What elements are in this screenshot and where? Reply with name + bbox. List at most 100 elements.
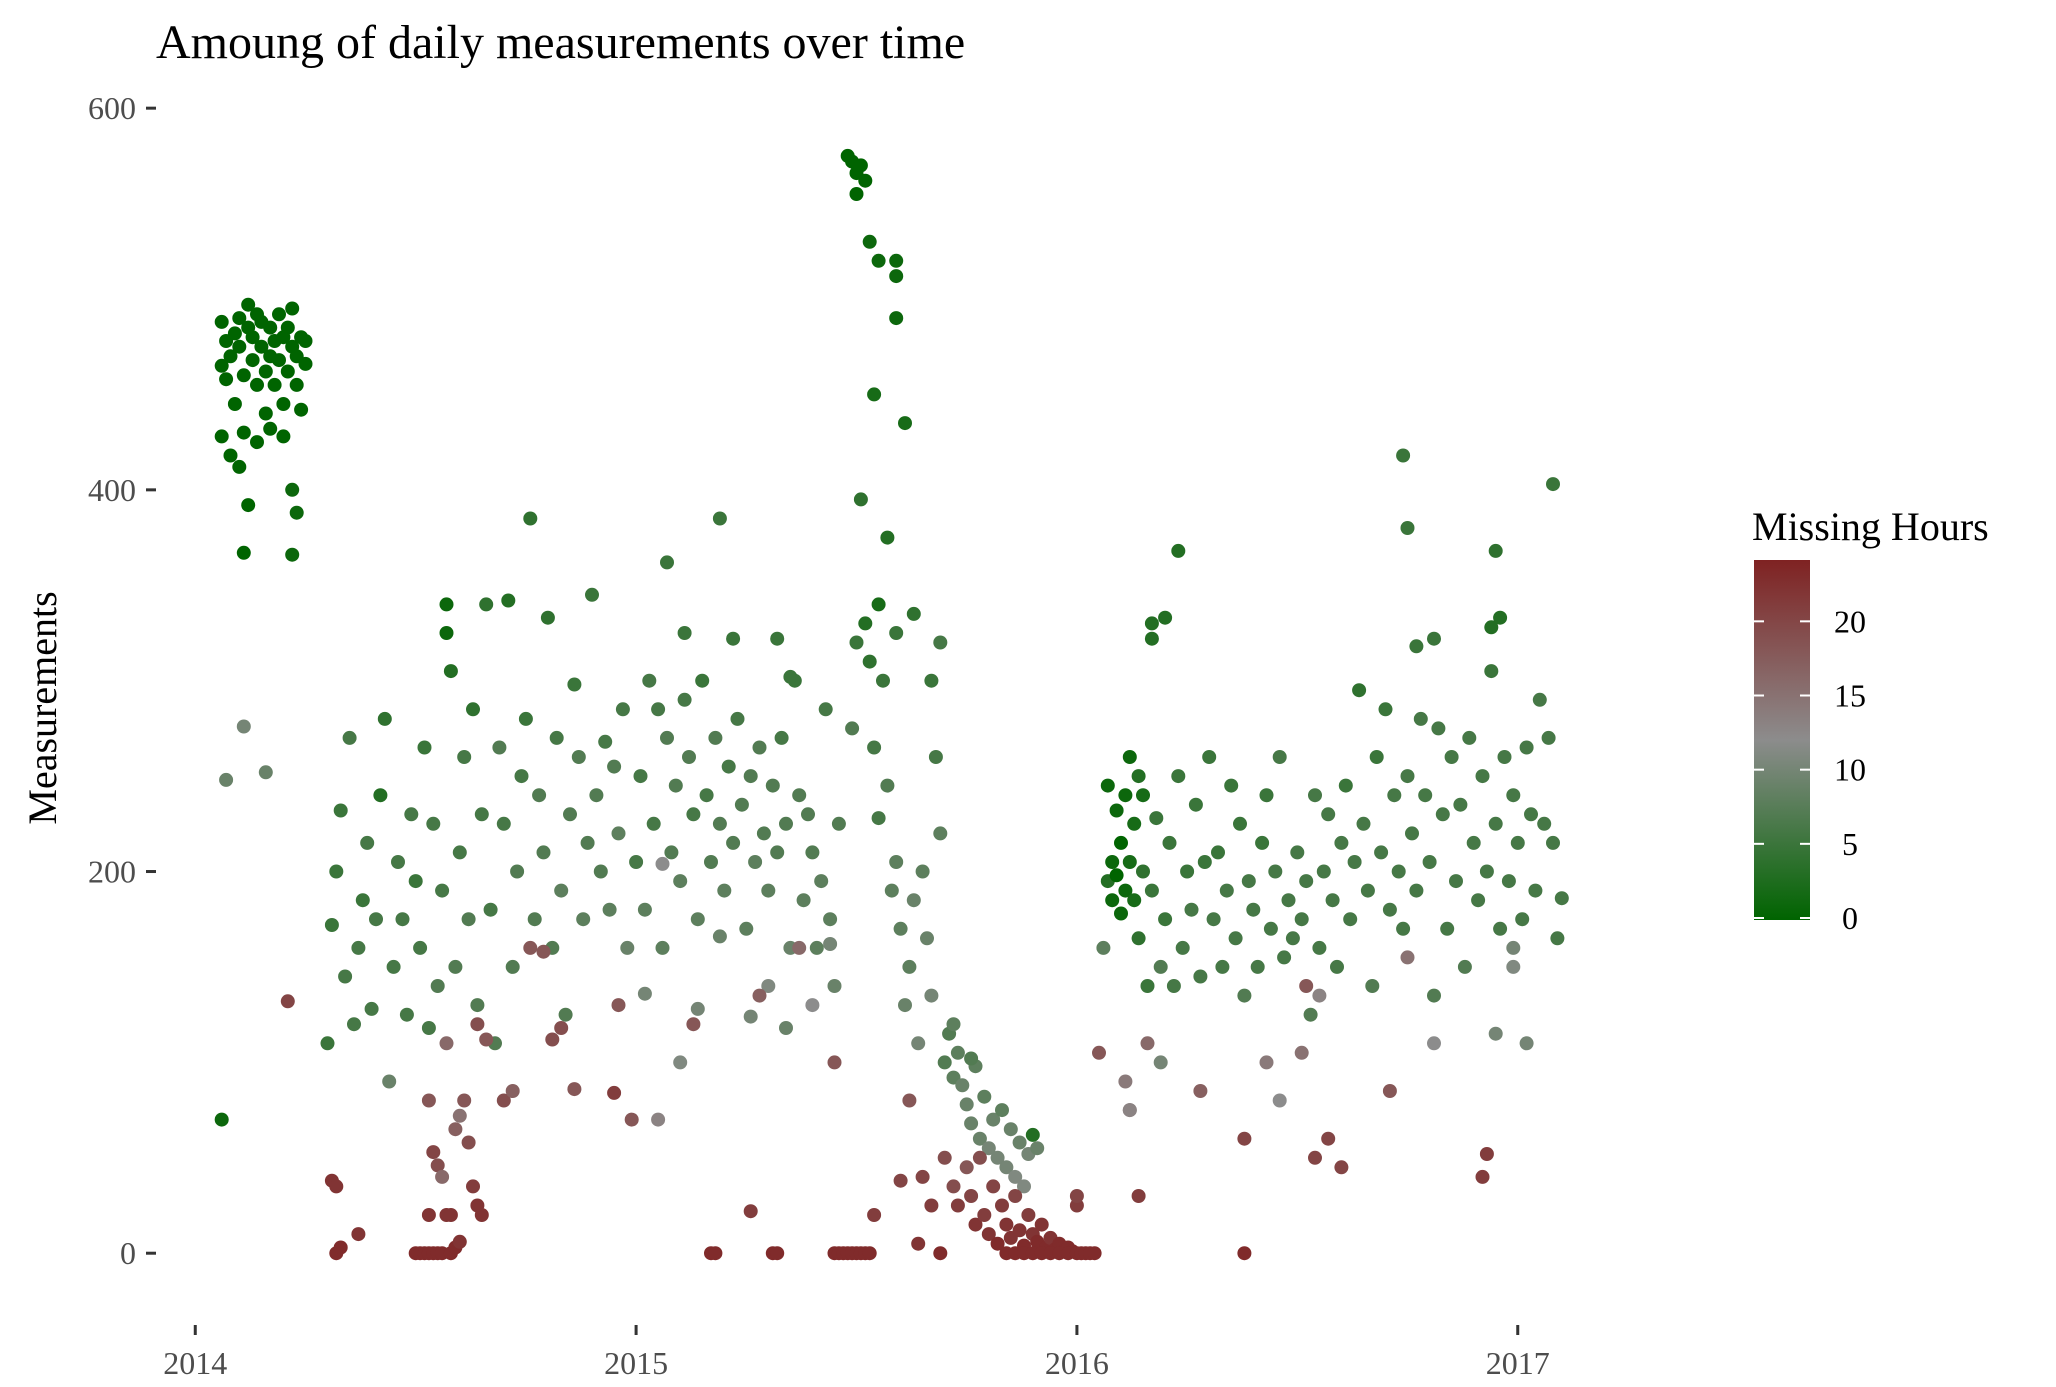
data-point (1122, 750, 1137, 764)
y-tick-label: 400 (88, 472, 136, 508)
data-point (1325, 893, 1340, 908)
y-tick-label: 600 (88, 90, 136, 126)
data-point (1479, 1147, 1494, 1161)
data-point (902, 959, 917, 974)
data-point (805, 845, 820, 860)
data-point (227, 397, 242, 411)
data-point (756, 826, 771, 841)
data-point (933, 635, 948, 650)
data-point (937, 1055, 952, 1070)
data-point (1352, 683, 1367, 698)
data-point (823, 937, 838, 951)
data-point (1237, 1246, 1252, 1261)
data-point (699, 788, 714, 803)
data-point (1233, 816, 1247, 831)
data-point (439, 626, 454, 640)
data-point (439, 1036, 454, 1051)
data-point (505, 959, 520, 974)
data-point (660, 555, 674, 570)
data-point (351, 1227, 366, 1242)
data-point (457, 750, 472, 764)
legend-ticks: 0 5 10 15 20 (1754, 603, 1866, 936)
data-point (1378, 702, 1393, 717)
data-point (245, 330, 260, 345)
data-point (448, 1122, 463, 1137)
data-point (492, 740, 507, 755)
data-point (532, 788, 547, 803)
data-point (347, 1017, 361, 1032)
data-point (730, 711, 745, 726)
data-point (999, 1217, 1014, 1232)
data-point (611, 998, 626, 1013)
data-point (1413, 711, 1428, 726)
data-point (1193, 969, 1208, 984)
data-point (448, 959, 463, 974)
data-point (1069, 1189, 1084, 1203)
data-point (964, 1116, 979, 1131)
data-point (686, 807, 701, 822)
data-point (580, 835, 595, 850)
data-point (871, 597, 886, 612)
data-point (1431, 721, 1446, 736)
data-point (1255, 835, 1270, 850)
data-point (964, 1051, 979, 1066)
data-point (232, 339, 247, 354)
data-point (219, 772, 234, 787)
data-point (1519, 740, 1534, 755)
data-point (1197, 855, 1212, 869)
data-point (585, 587, 599, 602)
data-point (474, 807, 489, 822)
data-point (893, 921, 908, 936)
data-point (1484, 620, 1499, 635)
data-point (1387, 788, 1402, 803)
data-point (1122, 1103, 1137, 1118)
data-point (258, 406, 273, 421)
data-point (514, 769, 529, 784)
data-point (457, 1093, 472, 1108)
data-point (413, 940, 428, 955)
data-point (1479, 864, 1494, 879)
data-point (761, 979, 776, 993)
data-point (1140, 1036, 1155, 1051)
data-point (430, 1158, 445, 1173)
data-point (1501, 874, 1516, 889)
data-point (1144, 631, 1159, 646)
data-point (779, 816, 793, 831)
data-point (1144, 616, 1159, 631)
data-point (1497, 750, 1512, 764)
data-point (1114, 906, 1128, 921)
data-point (915, 864, 930, 879)
data-point (236, 719, 251, 734)
data-point (1127, 893, 1142, 908)
data-point (426, 816, 441, 831)
data-point (1268, 864, 1283, 879)
legend-tick-label: 10 (1834, 752, 1866, 788)
data-point (999, 1160, 1014, 1175)
data-point (479, 597, 494, 612)
data-point (651, 702, 666, 717)
data-point (995, 1198, 1009, 1213)
data-point (1272, 1093, 1287, 1108)
data-point (276, 397, 291, 411)
data-point (1338, 778, 1353, 793)
data-point (827, 979, 842, 993)
data-point (1396, 921, 1411, 936)
data-point (1471, 893, 1486, 908)
chart-title: Amoung of daily measurements over time (156, 16, 965, 69)
data-point (272, 353, 286, 368)
data-point (1303, 1007, 1318, 1022)
data-point (536, 944, 551, 959)
data-point (770, 845, 785, 860)
legend-title: Missing Hours (1752, 504, 1989, 549)
data-point (342, 730, 357, 745)
data-point (977, 1089, 992, 1104)
data-point (1114, 835, 1128, 850)
y-axis-title: Measurements (20, 591, 65, 824)
data-point (245, 353, 260, 368)
data-point (1515, 912, 1530, 927)
data-point (1493, 921, 1508, 936)
data-point (443, 664, 458, 679)
data-point (1541, 730, 1556, 745)
data-point (1453, 797, 1468, 812)
data-point (792, 940, 807, 955)
